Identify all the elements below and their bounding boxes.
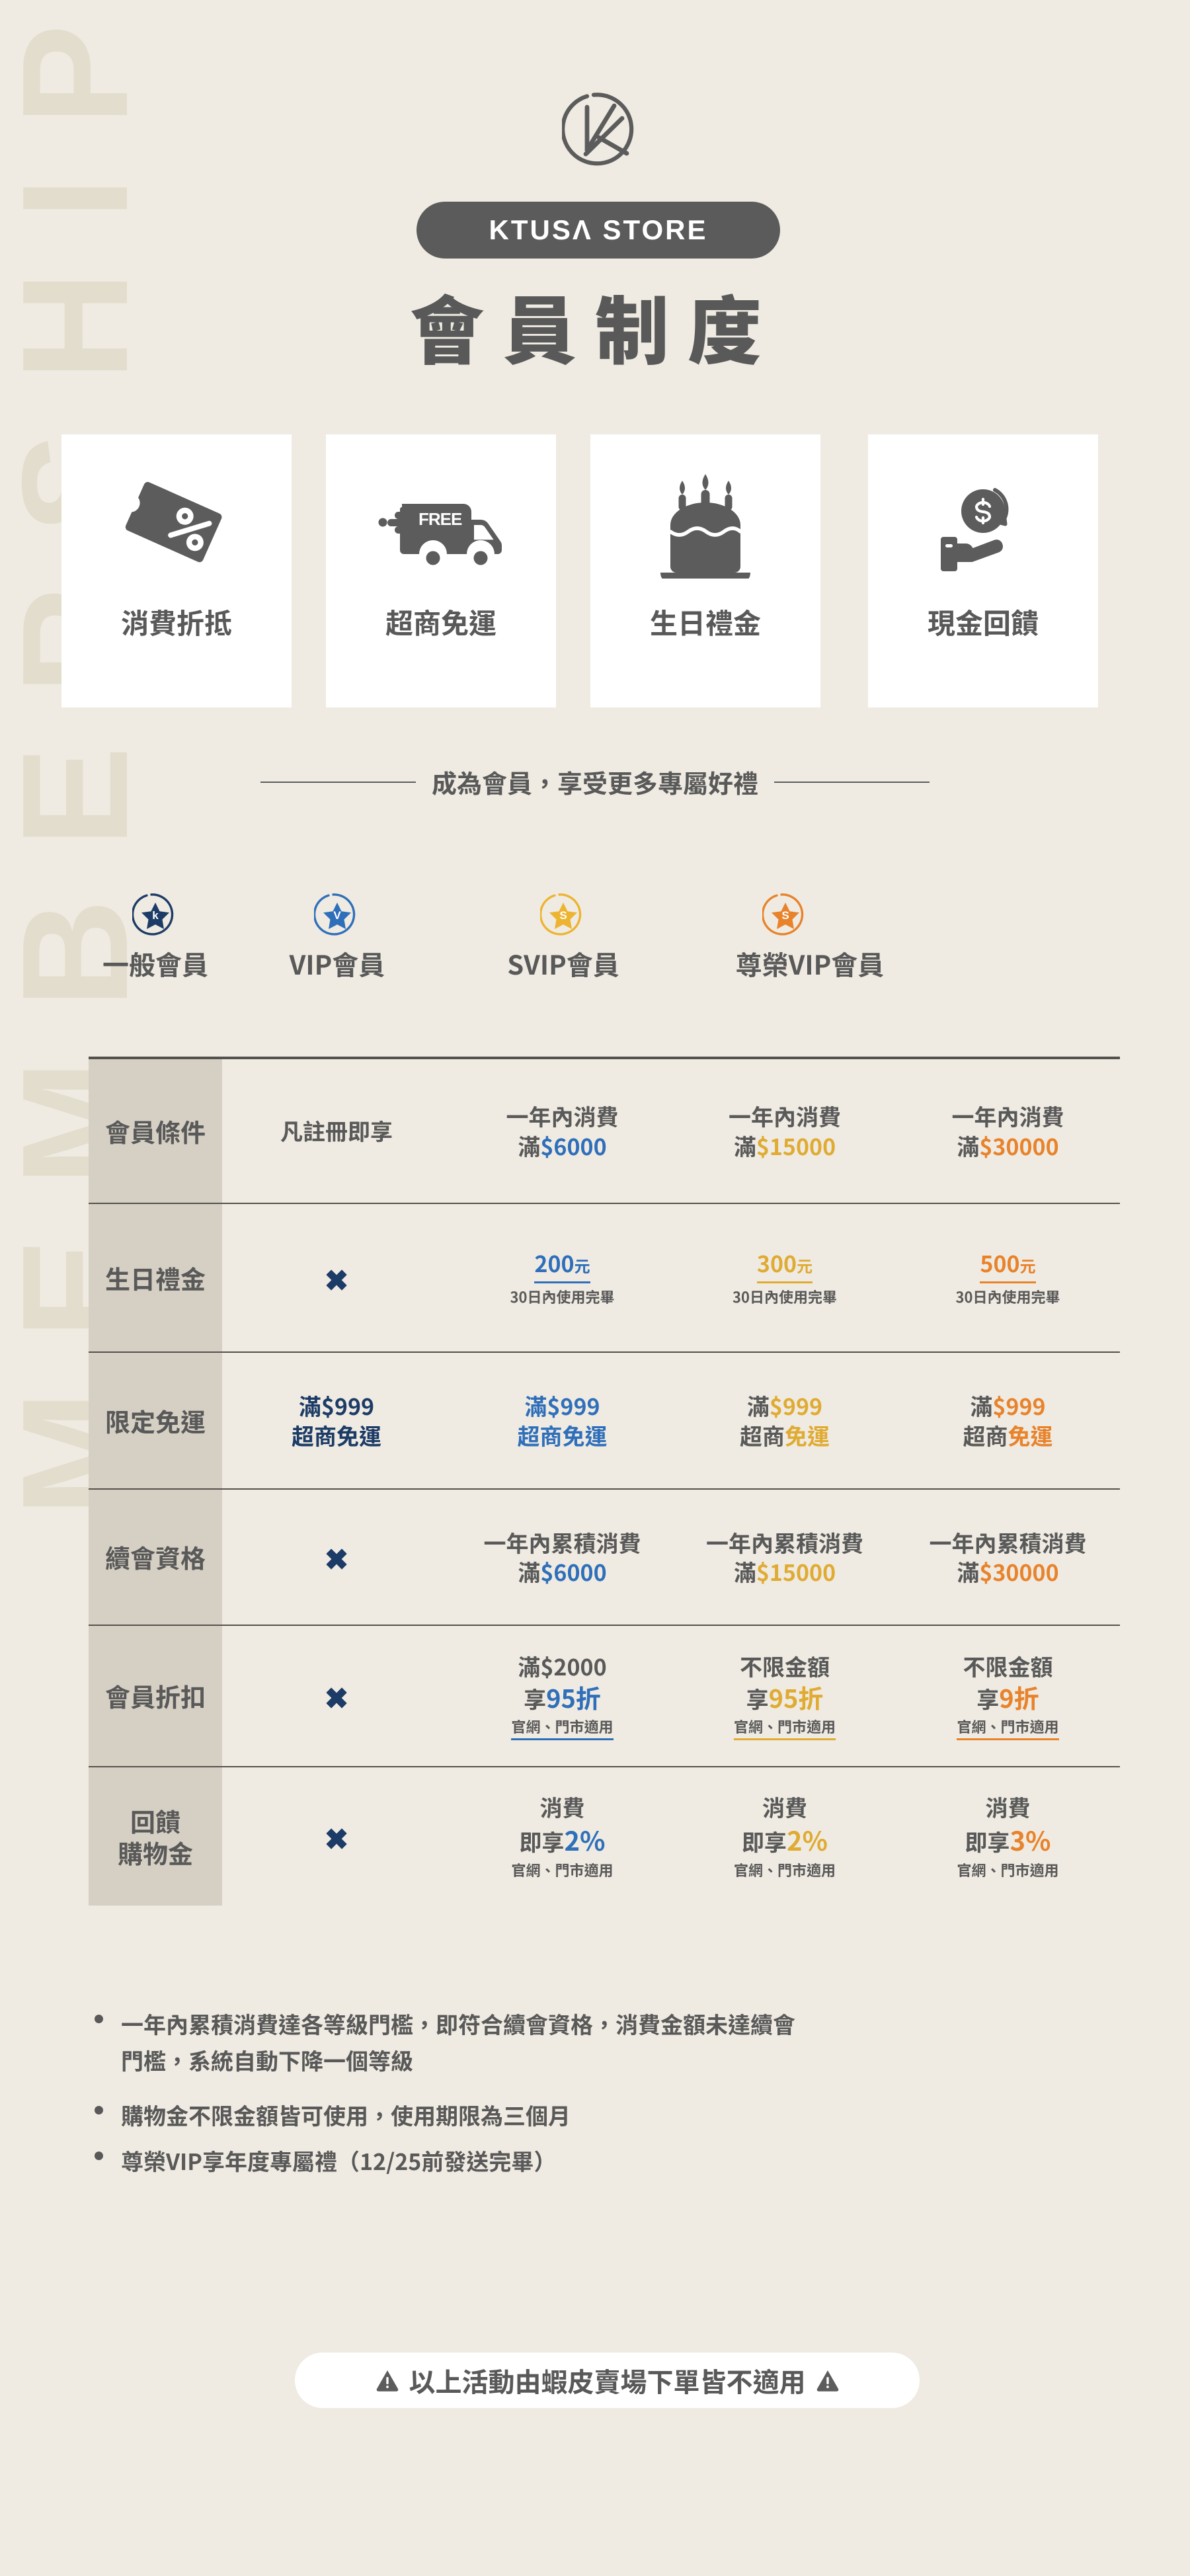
svg-text:V: V: [333, 909, 341, 922]
svg-text:S: S: [559, 909, 567, 922]
svg-text:k: k: [152, 909, 159, 922]
svg-text:FREE: FREE: [418, 509, 462, 529]
svg-text:S: S: [781, 909, 789, 922]
